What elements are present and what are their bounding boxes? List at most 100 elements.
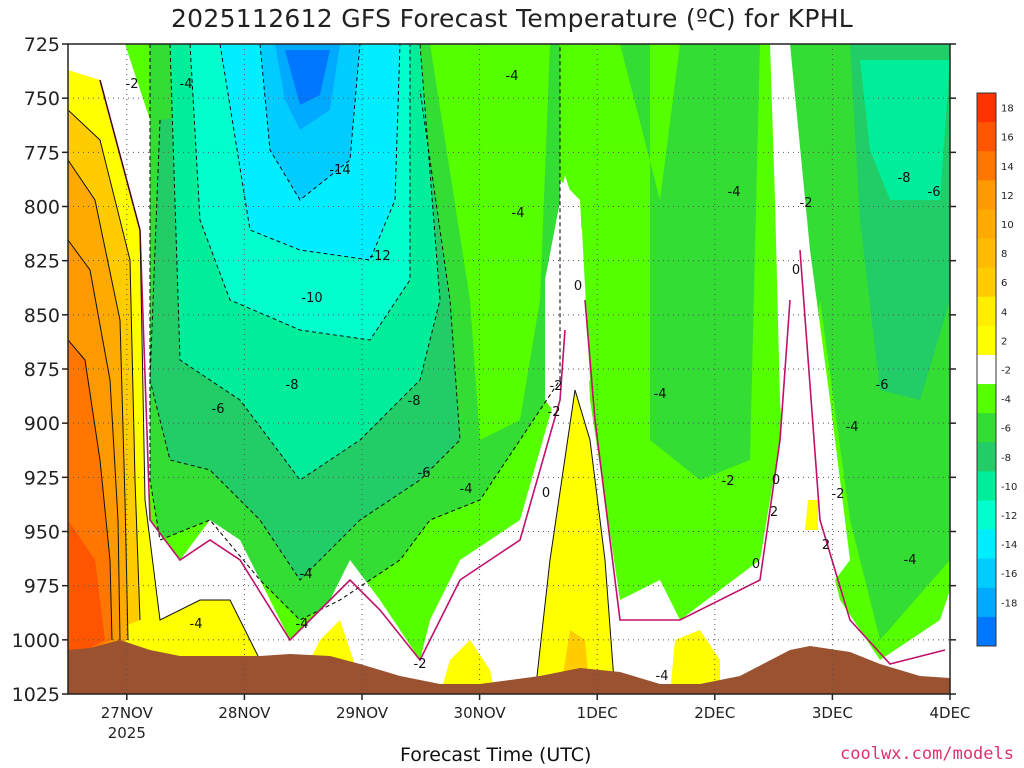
x-tick-label: 1DEC [577, 704, 618, 722]
y-tick-label: 725 [24, 34, 60, 56]
contour-minus10-line [189, 44, 411, 341]
contour-label: -2 [800, 196, 813, 211]
colorbar-label: 8 [1001, 249, 1007, 260]
colorbar-swatch [977, 180, 996, 210]
contour-label: -2 [722, 474, 735, 489]
colorbar-label: 16 [1001, 133, 1014, 144]
colorbar: 18 16 14 12 10 8 6 4 2 -2 -4 -6 -8 -10 -12 -14 -16 -18 [976, 92, 1017, 647]
chart-title: 2025112612 GFS Forecast Temperature (ºC)… [170, 4, 854, 33]
y-tick-label: 800 [24, 197, 60, 219]
contour-plus10-line [68, 339, 113, 641]
contour-label: -8 [286, 378, 299, 393]
fill-plus2-spot5 [670, 630, 720, 694]
colorbar-swatch [977, 616, 996, 647]
fill-minus10-right [860, 60, 950, 200]
contour-minus4-line [149, 44, 561, 621]
y-tick-label: 900 [24, 413, 60, 435]
x-tick-label: 2DEC [694, 704, 735, 722]
fill-white-mid [545, 175, 590, 420]
contour-label: -4 [654, 387, 667, 402]
contour-label: -4 [512, 206, 525, 221]
x-tick-label: 30NOV [454, 704, 507, 722]
contour-label: -8 [898, 171, 911, 186]
contour-label: -6 [876, 378, 889, 393]
colorbar-swatch [977, 442, 996, 472]
colorbar-label: -4 [1001, 395, 1011, 406]
contour-minus12-line [219, 44, 401, 261]
contour-minus6-line [149, 89, 461, 581]
contour-label: 2 [822, 538, 830, 553]
y-tick-label: 850 [24, 305, 60, 327]
y-tick-label: 975 [24, 576, 60, 598]
x-tick-label: 27NOV [101, 704, 154, 722]
contour-label: -4 [506, 69, 519, 84]
colorbar-swatch [977, 151, 996, 181]
colorbar-swatch [977, 529, 996, 560]
contour-label: 0 [752, 557, 760, 572]
contour-label: -8 [408, 394, 421, 409]
fill-white-right [770, 44, 850, 600]
y-axis: 725 750 775 800 825 850 875 900 925 950 975 1000 102… [12, 34, 956, 706]
contour-label: 0 [542, 486, 550, 501]
contour-label: -4 [190, 617, 203, 632]
x-axis: 27NOV 2025 28NOV 29NOV 30NOV 1DEC 2DEC 3DEC 4DEC [101, 694, 971, 742]
x-tick-label: 28NOV [218, 704, 271, 722]
colorbar-label: -12 [1001, 511, 1017, 522]
fill-plus2-spot3 [440, 640, 495, 694]
x-tick-label: 3DEC [812, 704, 853, 722]
contour-plus4-line [68, 109, 141, 621]
x-axis-title: Forecast Time (UTC) [400, 744, 592, 766]
colorbar-swatch [977, 325, 996, 356]
contour-label: 0 [792, 263, 800, 278]
colorbar-label: -10 [1001, 482, 1017, 493]
colorbar-label: -14 [1001, 540, 1017, 551]
x-tick-label: 4DEC [929, 704, 970, 722]
contour-label: -4 [846, 420, 859, 435]
contour-zero-line [99, 79, 946, 665]
colorbar-label: -16 [1001, 569, 1017, 580]
x-tick-sublabel: 2025 [108, 724, 146, 742]
colorbar-swatch [977, 558, 996, 589]
contour-label: -4 [904, 553, 917, 568]
contour-label: -4 [656, 669, 669, 684]
contour-label: -6 [418, 466, 431, 481]
y-tick-label: 875 [24, 359, 60, 381]
contour-label: -10 [301, 291, 322, 306]
fill-minus20 [285, 50, 330, 105]
contour-label: 0 [772, 473, 780, 488]
colorbar-label: 12 [1001, 191, 1014, 202]
contour-label: -4 [728, 185, 741, 200]
contour-label: -4 [460, 482, 473, 497]
contour-label: -4 [296, 617, 309, 632]
contour-minus14-line [259, 44, 361, 201]
colorbar-frame [976, 92, 997, 647]
colorbar-swatch [977, 122, 996, 152]
contour-label: -6 [928, 185, 941, 200]
colorbar-label: -6 [1001, 424, 1011, 435]
site-credit: coolwx.com/models [840, 744, 1014, 764]
contour-lines [68, 44, 946, 694]
colorbar-label: 4 [1001, 307, 1007, 318]
y-tick-label: 750 [24, 88, 60, 110]
fill-plus2 [68, 70, 360, 694]
x-tick-label: 29NOV [336, 704, 389, 722]
colorbar-label: -8 [1001, 453, 1011, 464]
fill-plus12 [68, 520, 105, 660]
contour-label: -14 [329, 163, 350, 178]
fill-plus2-spot4 [535, 390, 615, 694]
colorbar-swatch [977, 384, 996, 414]
y-tick-label: 950 [24, 522, 60, 544]
colorbar-swatch [977, 238, 996, 269]
contour-label: -12 [369, 249, 390, 264]
colorbar-label: -2 [1001, 366, 1011, 377]
y-tick-label: 775 [24, 142, 60, 164]
y-tick-label: 825 [24, 251, 60, 273]
y-tick-label: 925 [24, 467, 60, 489]
y-tick-label: 1000 [12, 630, 60, 652]
contour-plus2-line [99, 79, 616, 694]
contour-label: 2 [770, 505, 778, 520]
colorbar-label: 14 [1001, 162, 1014, 173]
colorbar-swatch [977, 93, 996, 123]
contour-label: -4 [180, 77, 193, 92]
